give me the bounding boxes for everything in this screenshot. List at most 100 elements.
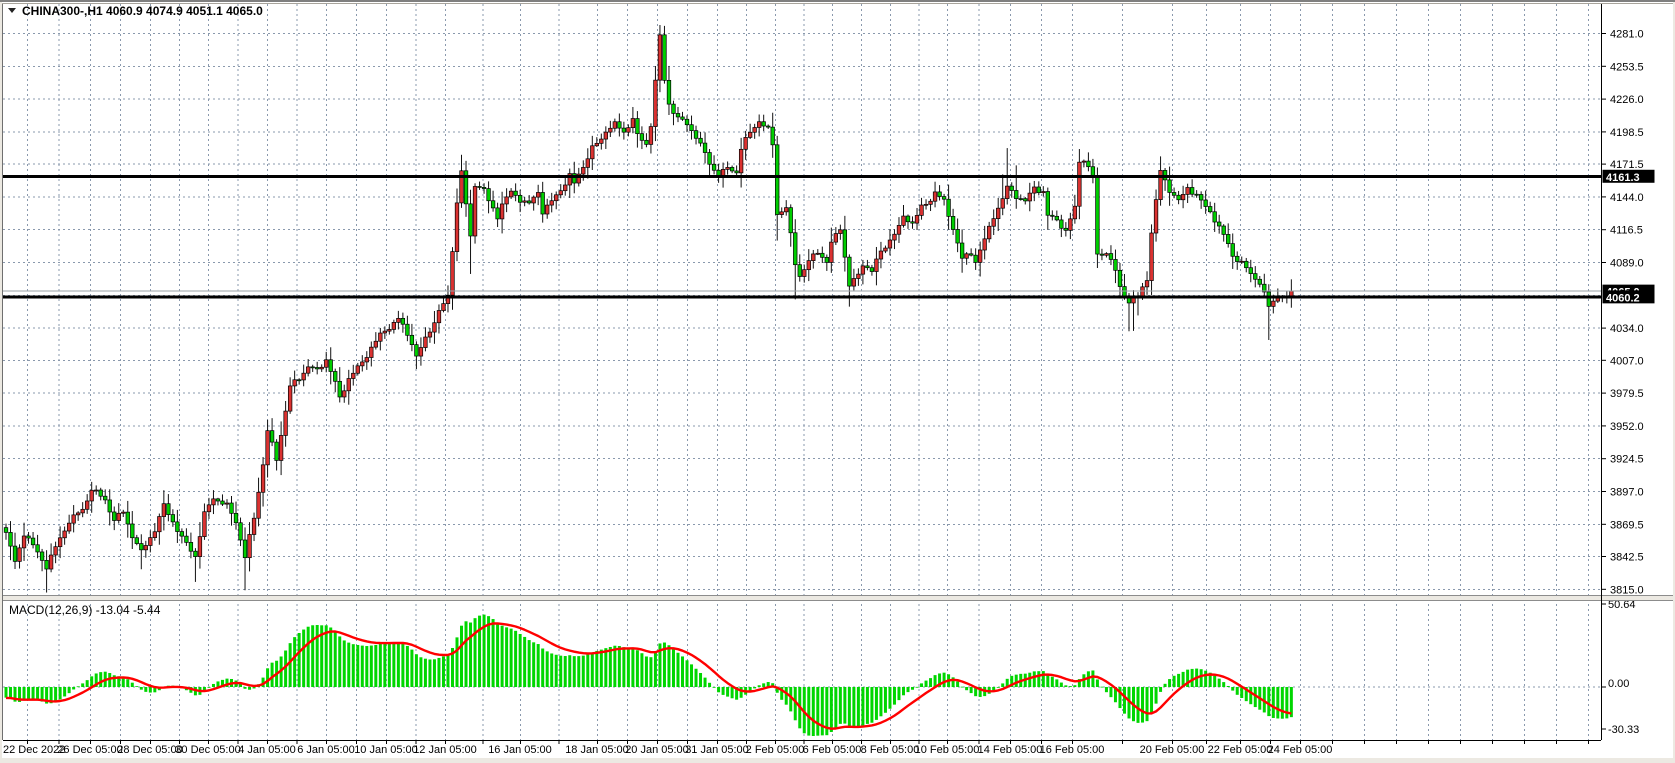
candle [306, 359, 311, 377]
candle-body-bull [472, 186, 478, 237]
macd-histogram-bar [527, 640, 531, 687]
candle-body-bull [418, 347, 424, 357]
candle [770, 112, 775, 158]
candle [1153, 189, 1159, 242]
macd-histogram-bar [496, 623, 500, 687]
candle-body-bear [333, 371, 338, 382]
candle [527, 195, 532, 205]
price-tick-label: 3897.0 [1610, 487, 1644, 499]
candle [251, 512, 257, 542]
macd-histogram-bar [960, 686, 964, 688]
macd-histogram-bar [9, 687, 13, 699]
macd-histogram-bar [63, 687, 67, 697]
candle [887, 229, 893, 256]
candle [62, 526, 67, 545]
candle-body-bear [1189, 187, 1195, 195]
candle [793, 219, 798, 300]
macd-histogram-bar [266, 668, 270, 687]
candle-body-bear [1266, 291, 1271, 307]
candle [689, 115, 694, 140]
panel-divider[interactable] [0, 595, 1675, 601]
candle-body-bear [405, 323, 410, 336]
macd-histogram-bar [735, 687, 739, 700]
macd-histogram-bar [135, 686, 139, 687]
candle [941, 193, 947, 206]
time-tick-label: 10 Jan 05:00 [354, 744, 418, 756]
candle-body-bull [567, 173, 572, 186]
candle-body-bull [648, 126, 654, 145]
macd-histogram-bar [554, 654, 558, 687]
candle [1077, 149, 1082, 220]
candle-body-bear [220, 500, 225, 505]
candle [265, 419, 270, 478]
candle-body-bear [950, 216, 956, 230]
candle-body-bull [89, 489, 94, 502]
macd-histogram-bar [1276, 687, 1280, 719]
macd-histogram-bar [1127, 687, 1131, 719]
candle [1212, 202, 1217, 232]
macd-panel [4, 614, 1293, 736]
candle-body-bull [202, 511, 207, 537]
candle-body-bear [400, 318, 406, 325]
candle [752, 123, 757, 139]
candle [459, 154, 464, 208]
macd-histogram-bar [40, 687, 44, 702]
macd-histogram-bar [1159, 687, 1163, 692]
candle-body-bull [545, 204, 550, 215]
macd-histogram-bar [1091, 670, 1095, 687]
macd-histogram-bar [4, 687, 8, 698]
candle [445, 285, 451, 313]
macd-histogram-bar [667, 645, 671, 687]
symbol-dropdown-icon[interactable] [8, 8, 16, 13]
level-badge-4060-box [1602, 290, 1655, 304]
candle-body-bull [784, 207, 789, 213]
macd-histogram-bar [302, 629, 306, 687]
candle [693, 125, 699, 145]
candle [387, 324, 392, 335]
candle-body-bull [1180, 194, 1186, 201]
price-tick-label: 3842.5 [1610, 552, 1644, 564]
candle-body-bear [409, 334, 415, 345]
candle-body-bull [590, 145, 595, 160]
candle [143, 540, 148, 558]
macd-histogram-bar [640, 653, 644, 687]
price-tick-label: 3924.5 [1610, 454, 1644, 466]
candle-body-bull [599, 138, 604, 144]
candle-body-bear [1217, 221, 1222, 227]
candle-body-bull [554, 194, 559, 202]
candle [905, 214, 911, 229]
candle [910, 216, 915, 229]
candle [1113, 249, 1118, 284]
candle-body-bear [1262, 283, 1267, 293]
macd-histogram-bar [992, 687, 996, 691]
candle [757, 114, 762, 137]
macd-histogram-bar [766, 682, 770, 687]
macd-histogram-bar [708, 682, 712, 687]
macd-histogram-bar [216, 681, 220, 687]
candle [680, 111, 685, 121]
candle-body-bear [775, 144, 780, 215]
candle-body-bull [1005, 185, 1010, 199]
candle [1235, 251, 1240, 270]
candle-body-bear [477, 186, 482, 188]
candle [955, 218, 960, 253]
horizontal-level-lines[interactable] [3, 174, 1601, 299]
candle [107, 489, 112, 526]
macd-histogram-bar [780, 687, 784, 700]
macd-histogram-bar [861, 687, 865, 726]
candle-body-bull [581, 167, 586, 175]
candle-body-bear [1244, 260, 1249, 269]
candle-body-bear [1221, 225, 1226, 235]
macd-histogram-bar [324, 625, 328, 687]
macd-histogram-bar [469, 622, 473, 687]
candle-body-bull [292, 379, 297, 387]
macd-histogram-bar [36, 687, 40, 701]
divider-bar[interactable] [0, 595, 1675, 601]
candle [901, 204, 906, 228]
candle-body-bull [1027, 192, 1032, 202]
candle [1045, 187, 1050, 230]
candle-body-bear [675, 113, 681, 118]
candle [851, 268, 857, 291]
candle-body-bull [978, 249, 983, 263]
